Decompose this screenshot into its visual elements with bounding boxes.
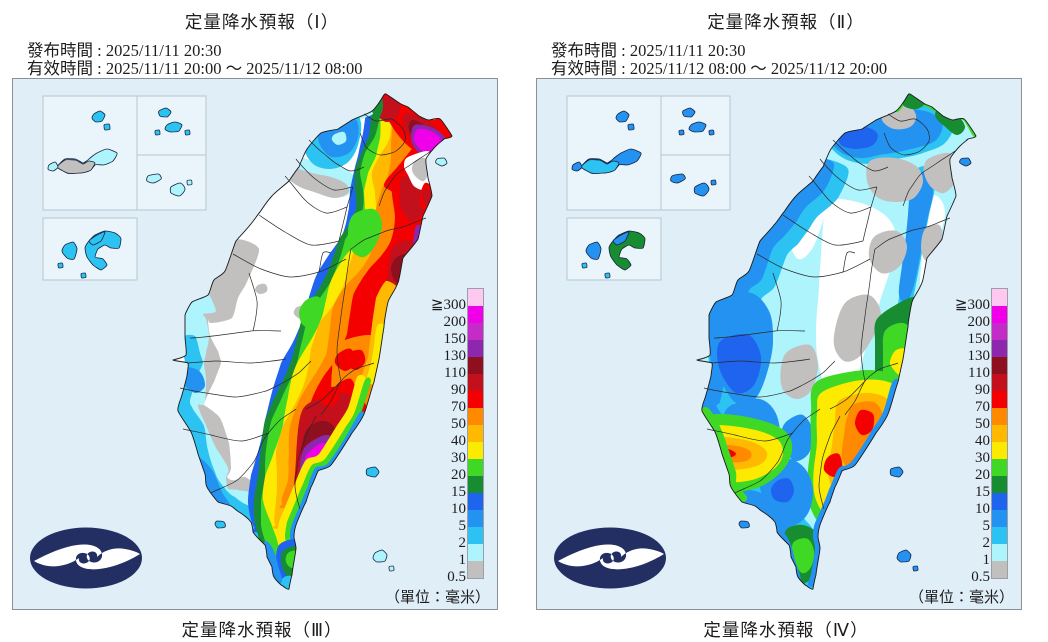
island-beiding bbox=[615, 110, 630, 123]
offshore-islands bbox=[571, 107, 972, 572]
cwa-logo-swirl bbox=[34, 544, 140, 570]
cwa-logo bbox=[30, 527, 142, 589]
island-matsu4 bbox=[678, 129, 685, 136]
island-phdot2 bbox=[604, 272, 611, 279]
island-wuqiu2 bbox=[169, 182, 186, 197]
island-phdot2 bbox=[80, 272, 87, 279]
island-xiyu bbox=[585, 241, 602, 260]
panel-title: 定量降水預報（Ⅱ） bbox=[707, 12, 865, 32]
island-beiding2 bbox=[627, 123, 635, 131]
island-penghu_nw bbox=[88, 231, 106, 246]
cwa-logo-ellipse bbox=[554, 527, 666, 589]
cwa-logo-ellipse bbox=[30, 527, 142, 589]
island-lieyu bbox=[47, 161, 59, 172]
panel-title: 定量降水預報（Ⅰ） bbox=[184, 12, 340, 32]
valid-time: 有效時間 : 2025/11/11 20:00 ～ 2025/11/12 08:… bbox=[27, 59, 363, 78]
island-lorchid bbox=[912, 565, 919, 572]
forecast-panel-1: 定量降水預報（Ⅰ） 發布時間 : 2025/11/11 20:30 有效時間 :… bbox=[0, 0, 524, 640]
island-orchid bbox=[372, 549, 388, 563]
island-beiding2 bbox=[103, 123, 111, 131]
island-wuqiu1 bbox=[670, 173, 686, 184]
island-matsu2 bbox=[164, 121, 183, 133]
island-kinmen_w bbox=[580, 159, 620, 174]
island-matsu3 bbox=[184, 129, 191, 136]
island-beiding bbox=[91, 110, 106, 123]
island-matsu2 bbox=[688, 121, 707, 133]
island-matsu1 bbox=[682, 107, 696, 118]
cwa-logo bbox=[554, 527, 666, 589]
map-canvas-II bbox=[554, 93, 977, 590]
next-panel-title: 定量降水預報（Ⅲ） bbox=[181, 620, 343, 640]
island-kinmen_w bbox=[56, 159, 96, 174]
island-wuqiu2 bbox=[693, 182, 710, 197]
map-canvas-I bbox=[30, 93, 453, 590]
map-box: ≧300 200 150 130 110 90 70 50 40 30 20 15 10 5 2 1 0.5 （… bbox=[536, 78, 1022, 610]
unit-label: （單位：毫米） bbox=[384, 590, 490, 606]
island-xiyu bbox=[61, 241, 78, 260]
inset-box-kinmen bbox=[566, 95, 662, 211]
inset-box-wuqiu bbox=[660, 154, 731, 211]
island-matsu3 bbox=[708, 129, 715, 136]
island-orchid bbox=[896, 549, 912, 563]
cwa-logo-swirl bbox=[558, 544, 664, 570]
island-wuqiu1 bbox=[146, 173, 162, 184]
island-penghu_nw bbox=[612, 231, 630, 246]
issued-time: 發布時間 : 2025/11/11 20:30 bbox=[551, 41, 746, 60]
island-matsu4 bbox=[154, 129, 161, 136]
island-green bbox=[365, 466, 380, 478]
offshore-islands bbox=[47, 107, 448, 572]
valid-time: 有效時間 : 2025/11/12 08:00 ～ 2025/11/12 20:… bbox=[551, 59, 888, 78]
island-green bbox=[889, 466, 904, 478]
island-matsu1 bbox=[158, 107, 172, 118]
issued-time: 發布時間 : 2025/11/11 20:30 bbox=[27, 41, 222, 60]
island-lorchid bbox=[388, 565, 395, 572]
inset-box-wuqiu bbox=[136, 154, 207, 211]
island-turtle bbox=[435, 157, 448, 167]
island-turtle bbox=[959, 157, 972, 167]
island-phdot1 bbox=[57, 262, 64, 269]
island-liuqiu bbox=[738, 520, 750, 529]
forecast-panel-2: 定量降水預報（Ⅱ） 發布時間 : 2025/11/11 20:30 有效時間 :… bbox=[524, 0, 1048, 640]
island-lieyu bbox=[571, 161, 583, 172]
island-wuqiu3 bbox=[710, 179, 717, 186]
inset-box-kinmen bbox=[42, 95, 138, 211]
map-box: ≧300 200 150 130 110 90 70 50 40 30 20 15 10 5 2 1 0.5 （… bbox=[12, 78, 498, 610]
next-panel-title: 定量降水預報（Ⅳ） bbox=[703, 620, 869, 640]
unit-label: （單位：毫米） bbox=[908, 590, 1014, 606]
island-wuqiu3 bbox=[186, 179, 193, 186]
island-liuqiu bbox=[214, 520, 226, 529]
island-phdot1 bbox=[581, 262, 588, 269]
